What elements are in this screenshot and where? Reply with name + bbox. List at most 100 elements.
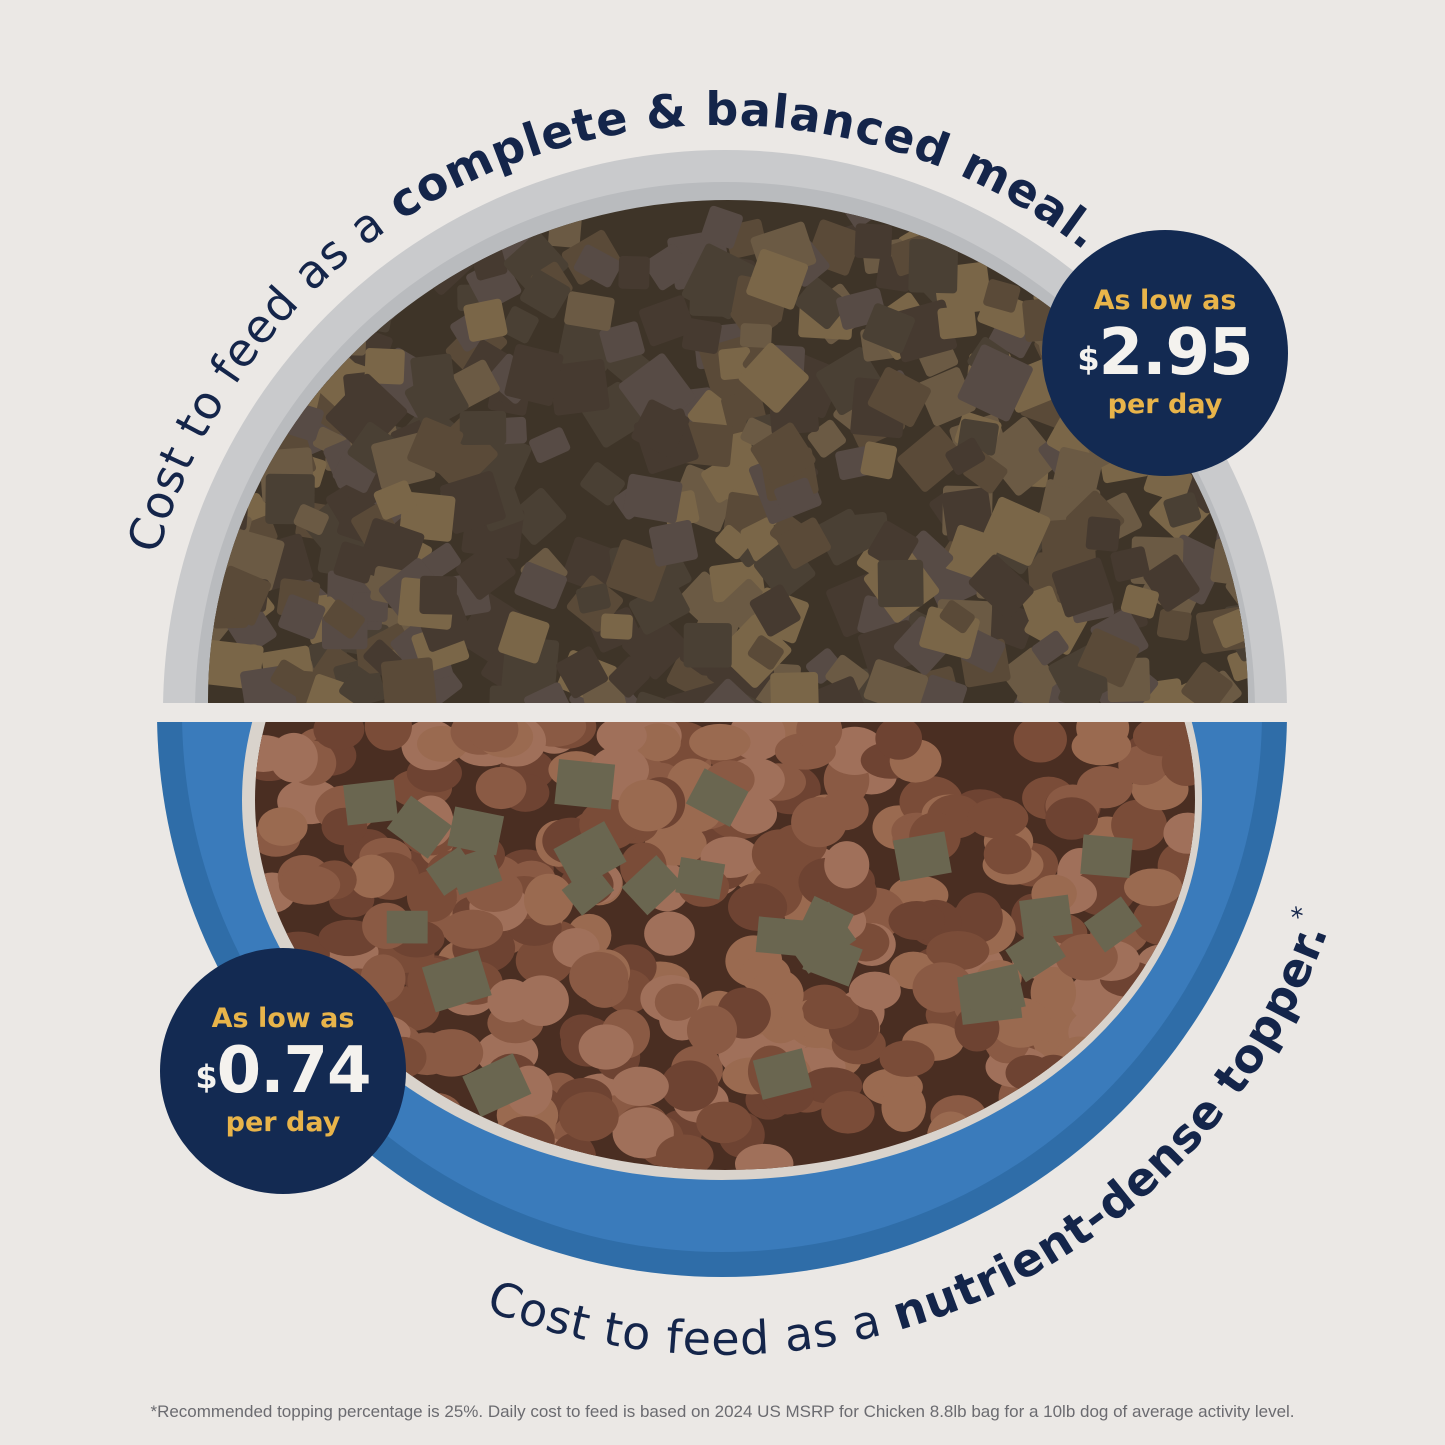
kibble-piece [791,797,847,848]
food-chunk [463,298,508,342]
kibble-piece [1161,739,1195,787]
food-chunk [774,477,817,518]
kibble-piece [967,798,1029,839]
kibble-piece [751,829,808,879]
topper-chunk [1019,894,1073,940]
food-chunk [1058,664,1108,703]
food-chunk [564,291,615,331]
food-chunk [1110,546,1150,582]
food-chunk [945,437,986,475]
badge-unit: per day [225,1107,341,1138]
kibble-piece [618,779,677,832]
kibble-piece [879,1040,935,1078]
food-chunk [1181,662,1233,703]
food-chunk [917,367,976,427]
kibble-piece [475,766,527,810]
topper-chunk [621,855,683,916]
food-chunk [339,666,383,703]
kibble-piece [635,723,681,762]
food-chunk [220,224,263,268]
food-chunk [750,422,816,487]
food-chunk [600,613,633,640]
kibble-piece [487,979,535,1023]
topper-chunk [685,768,749,827]
food-chunk [548,359,610,416]
kibble-piece [1013,722,1067,763]
topper-chunk [343,779,399,826]
food-chunk [1156,608,1192,641]
badge-price: $2.95 [1077,316,1253,390]
kibble-piece [467,722,519,753]
food-chunk [529,427,571,463]
kibble-piece [686,1005,738,1055]
food-chunk [738,342,809,413]
food-chunk [504,344,564,406]
food-chunk [939,600,975,634]
badge-label: As low as [1093,285,1237,316]
food-chunk [608,656,650,698]
kibble-piece [611,1066,669,1107]
food-chunk [644,243,692,291]
food-chunk [746,249,809,310]
food-chunk [498,611,550,664]
kibble-piece [888,901,946,941]
kibble-piece [278,865,341,905]
topper-chunk [752,1048,812,1100]
food-chunk [683,622,732,668]
topper-chunk [421,950,492,1013]
kibble-piece [660,1060,719,1112]
food-chunk [983,279,1021,313]
food-chunk [606,539,669,602]
kibble-piece [1071,727,1132,766]
food-chunk [508,487,567,545]
food-chunk [825,654,869,698]
kibble-piece [596,722,647,755]
topper-chunk [962,963,1026,1019]
food-chunk [979,496,1051,566]
food-chunk [863,659,929,703]
food-chunk [373,480,417,520]
badge-label: As low as [211,1003,355,1034]
food-chunk [514,561,568,610]
kibble-piece [801,992,859,1030]
kibble-piece [1124,868,1183,907]
food-chunk [1016,669,1054,703]
food-chunk [622,612,690,680]
food-chunk [648,519,698,567]
food-chunk [1031,630,1069,666]
topper-chunk [1083,896,1143,953]
kibble-piece [578,1024,634,1070]
kibble-piece [1045,797,1099,840]
topper-chunk [1080,834,1133,879]
kibble-piece [523,873,574,926]
topper-chunk [802,931,863,987]
food-chunk [1163,492,1202,528]
topper-chunk [1005,924,1066,983]
food-chunk [715,524,751,560]
kibble-piece [349,854,395,899]
food-chunk [860,441,898,480]
food-chunk [877,559,924,608]
topper-chunk [561,864,615,916]
food-chunk [380,657,437,703]
badge-price: $0.74 [195,1034,371,1108]
food-chunk [270,659,312,698]
food-chunk [770,672,819,703]
food-chunk [419,575,458,615]
kibble-piece [1163,812,1195,854]
food-chunk [501,306,539,344]
food-chunk [555,646,609,699]
food-chunk [1247,198,1290,240]
food-chunk [364,348,405,385]
food-chunk [628,579,690,635]
food-chunk [561,536,619,594]
food-chunk [575,583,611,614]
food-chunk [489,685,541,703]
food-chunk [1120,584,1159,619]
food-chunk [520,269,571,319]
kibble-piece [313,722,365,750]
topper-chunk [462,1053,532,1118]
food-chunk [867,367,931,427]
kibble-piece [912,962,974,1013]
